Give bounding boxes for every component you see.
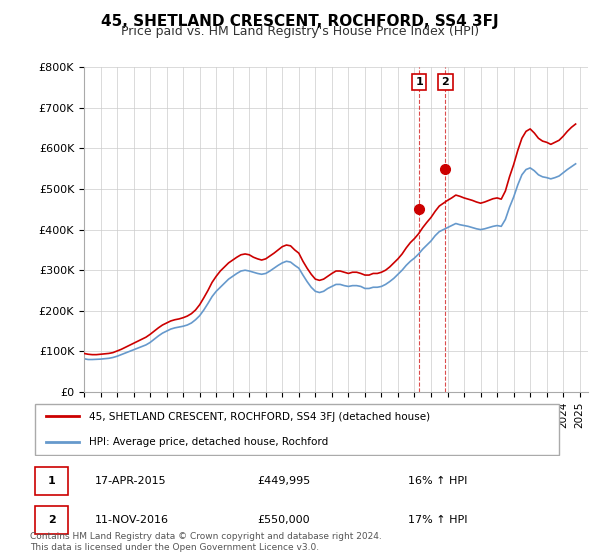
Text: 11-NOV-2016: 11-NOV-2016 bbox=[95, 515, 169, 525]
FancyBboxPatch shape bbox=[35, 467, 68, 495]
Text: 16% ↑ HPI: 16% ↑ HPI bbox=[408, 476, 467, 486]
Text: £550,000: £550,000 bbox=[257, 515, 310, 525]
Text: HPI: Average price, detached house, Rochford: HPI: Average price, detached house, Roch… bbox=[89, 436, 329, 446]
Text: 17-APR-2015: 17-APR-2015 bbox=[95, 476, 166, 486]
Text: 17% ↑ HPI: 17% ↑ HPI bbox=[408, 515, 467, 525]
Text: £449,995: £449,995 bbox=[257, 476, 310, 486]
Text: 2: 2 bbox=[48, 515, 55, 525]
Text: 1: 1 bbox=[415, 77, 423, 87]
Text: Contains HM Land Registry data © Crown copyright and database right 2024.
This d: Contains HM Land Registry data © Crown c… bbox=[30, 532, 382, 552]
Text: Price paid vs. HM Land Registry's House Price Index (HPI): Price paid vs. HM Land Registry's House … bbox=[121, 25, 479, 38]
FancyBboxPatch shape bbox=[35, 404, 559, 455]
Text: 45, SHETLAND CRESCENT, ROCHFORD, SS4 3FJ: 45, SHETLAND CRESCENT, ROCHFORD, SS4 3FJ bbox=[101, 14, 499, 29]
Text: 2: 2 bbox=[442, 77, 449, 87]
FancyBboxPatch shape bbox=[35, 506, 68, 534]
Text: 45, SHETLAND CRESCENT, ROCHFORD, SS4 3FJ (detached house): 45, SHETLAND CRESCENT, ROCHFORD, SS4 3FJ… bbox=[89, 412, 431, 422]
Text: 1: 1 bbox=[48, 476, 55, 486]
